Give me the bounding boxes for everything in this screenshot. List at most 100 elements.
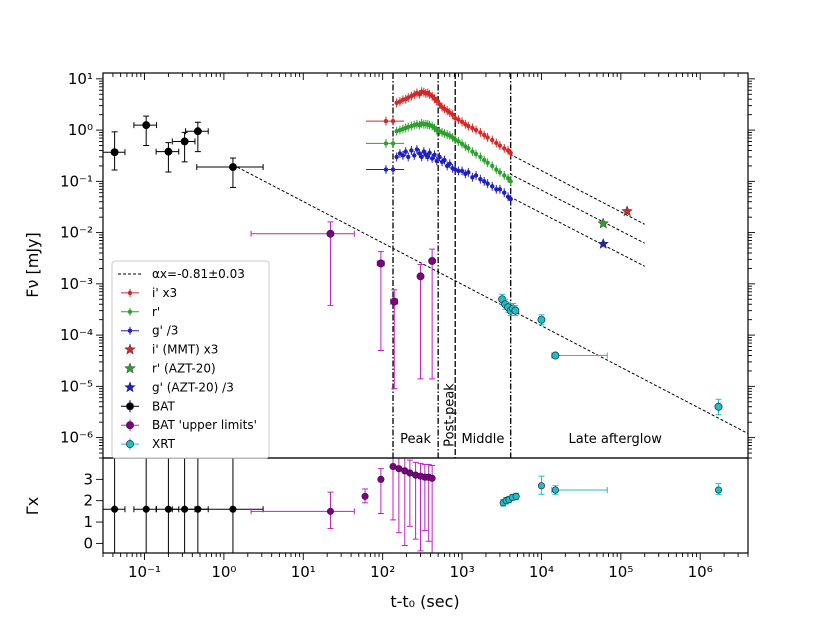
y-tick-label: 10⁻¹	[60, 172, 93, 190]
x-tick-label: 10⁰	[211, 563, 236, 581]
point-g-azt-20-3	[597, 237, 610, 249]
point-bat	[142, 121, 151, 130]
point-xrt	[537, 315, 546, 324]
point-r-	[466, 146, 471, 151]
point-i-x3	[508, 150, 513, 156]
point-g-3	[434, 158, 439, 164]
point-g-3	[502, 190, 507, 195]
gamma-point-bat-upper-limits-	[428, 474, 436, 482]
legend-label: r' (AZT-20)	[152, 362, 216, 376]
x-tick-label: 10¹	[291, 563, 316, 581]
point-r-	[390, 141, 396, 146]
point-g-3	[412, 153, 417, 158]
point-r-	[481, 157, 487, 163]
point-g-3	[478, 177, 483, 182]
point-g-3	[447, 161, 452, 166]
gamma-point-bat-upper-limits-	[361, 492, 369, 500]
point-g-3	[429, 156, 435, 161]
point-i-x3	[459, 119, 465, 125]
point-bat	[193, 127, 202, 136]
model-line-3	[509, 196, 645, 267]
region-label-late-afterglow: Late afterglow	[569, 432, 663, 447]
legend-label: g' /3	[152, 324, 178, 338]
point-r-	[470, 149, 475, 154]
gamma-point-bat	[164, 505, 172, 513]
point-i-x3	[456, 117, 461, 122]
point-bat-upper-limits-	[428, 256, 437, 265]
point-g-3	[442, 157, 447, 163]
point-g-3	[432, 152, 437, 157]
point-r-	[490, 163, 495, 169]
gamma-point-bat-upper-limits-	[326, 507, 335, 515]
legend-marker-star	[124, 381, 136, 393]
index-panel: 10⁻¹ 10⁰ 10¹ 10² 10³ 10⁴ 10⁵ 10⁶ 0 1 2 3	[83, 457, 749, 581]
point-g-3	[494, 187, 499, 192]
y-tick-label: 10¹	[68, 70, 93, 88]
gamma-y-tick-label: 1	[83, 513, 93, 531]
point-i-x3	[490, 137, 495, 143]
x-tick-label: 10⁴	[529, 563, 554, 581]
point-i-x3	[383, 118, 389, 124]
index-y-axis-label: Γx	[23, 497, 42, 515]
y-tick-label: 10⁻⁶	[60, 429, 93, 447]
legend-marker-circle	[126, 440, 134, 449]
point-i-x3	[434, 98, 439, 104]
point-bat	[180, 137, 189, 146]
point-r-	[478, 154, 483, 160]
point-r-	[508, 179, 513, 184]
point-bat-upper-limits-	[326, 229, 335, 238]
legend-label: i' (MMT) x3	[152, 343, 218, 357]
y-tick-label: 10⁻²	[60, 224, 93, 242]
legend-label: i' x3	[152, 286, 177, 300]
index-axes: 10⁻¹ 10⁰ 10¹ 10² 10³ 10⁴ 10⁵ 10⁶ 0 1 2 3	[83, 470, 749, 581]
point-g-3	[437, 154, 442, 160]
gamma-point-xrt	[537, 482, 545, 490]
point-i-x3	[470, 125, 475, 131]
x-axis-label: t-t₀ (sec)	[390, 592, 459, 611]
point-g-3	[383, 167, 389, 172]
point-g-3	[390, 167, 396, 172]
y-tick-label: 10⁻⁵	[60, 377, 93, 395]
legend-label: BAT 'upper limits'	[152, 418, 257, 432]
point-g-3	[406, 154, 411, 160]
gamma-point-bat-upper-limits-	[377, 475, 385, 483]
index-panel-frame	[102, 457, 749, 554]
legend-label: αx=-0.81±0.03	[152, 267, 245, 281]
x-tick-label: 10⁶	[688, 563, 713, 581]
gamma-point-bat-upper-limits-	[395, 465, 403, 473]
flux-panel: Peak Post-peak Middle Late afterglow 10⁻⁶ 10⁻…	[60, 70, 755, 459]
y-tick-label: 10⁻⁴	[60, 326, 93, 344]
legend-marker-dot	[127, 290, 133, 296]
point-g-3	[485, 181, 490, 186]
legend-marker-dot	[127, 309, 133, 314]
point-g-3	[400, 153, 406, 158]
x-tick-label: 10⁵	[608, 563, 633, 581]
legend: αx=-0.81±0.03 i' x3 r' g' /3 i' (MMT) x3 r' (…	[111, 260, 270, 459]
point-g-3	[403, 149, 408, 154]
gamma-point-bat-upper-limits-	[389, 462, 397, 471]
point-r-	[383, 141, 389, 146]
region-label-post-peak: Post-peak	[443, 383, 458, 447]
gamma-y-tick-label: 2	[83, 492, 93, 510]
gamma-y-tick-label: 0	[83, 534, 93, 552]
point-g-3	[421, 149, 427, 154]
point-i-mmt-x3	[621, 205, 634, 217]
point-i-x3	[494, 140, 499, 146]
point-g-3	[417, 151, 422, 156]
point-r-	[494, 167, 499, 172]
point-i-x3	[485, 135, 490, 140]
flux-axes: Peak Post-peak Middle Late afterglow 10⁻⁶ 10⁻…	[60, 70, 755, 459]
point-g-3	[414, 147, 420, 152]
point-g-3	[497, 187, 503, 192]
model-line-2	[509, 173, 645, 244]
point-r-	[473, 151, 479, 157]
region-label-middle: Middle	[461, 432, 504, 447]
point-bat	[164, 147, 173, 156]
legend-marker-circle	[126, 402, 134, 411]
gamma-point-xrt	[512, 492, 520, 500]
point-g-3	[419, 154, 424, 160]
point-i-x3	[481, 132, 487, 138]
point-bat-upper-limits-	[416, 272, 425, 281]
flux-plot-area	[103, 73, 748, 458]
point-i-x3	[437, 102, 442, 107]
